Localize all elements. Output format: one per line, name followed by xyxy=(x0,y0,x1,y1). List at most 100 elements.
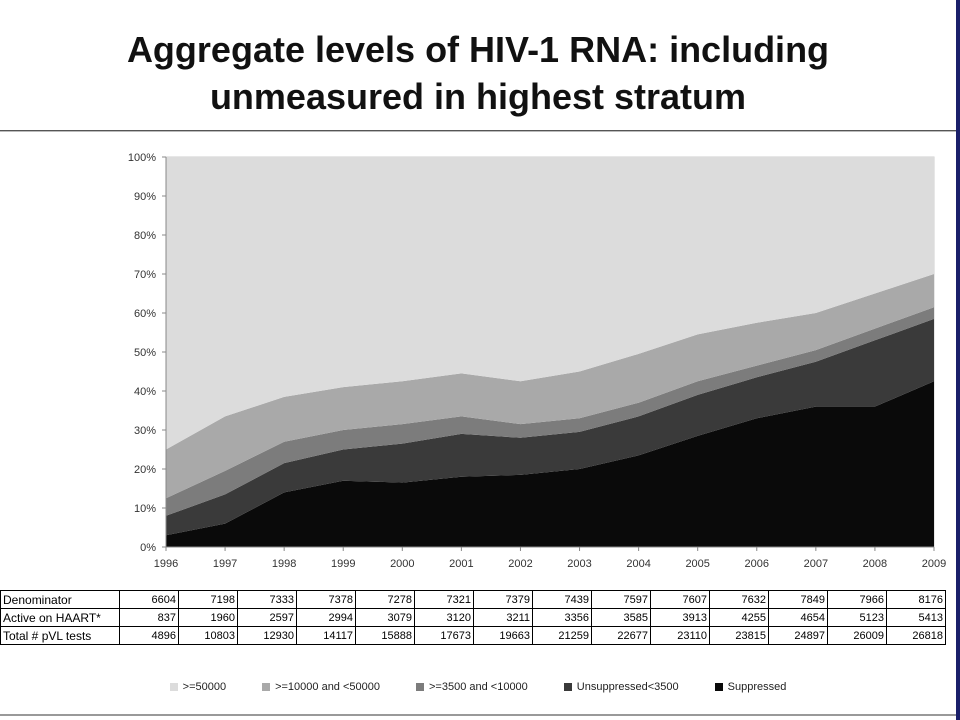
table-cell: 7439 xyxy=(532,590,592,609)
legend-label: Suppressed xyxy=(727,681,787,693)
table-cell: 26009 xyxy=(827,626,887,645)
table-cell: 15888 xyxy=(355,626,415,645)
table-cell: 5123 xyxy=(827,608,887,627)
table-cell: 1960 xyxy=(178,608,238,627)
table-cell: 22677 xyxy=(591,626,651,645)
table-cell: 7278 xyxy=(355,590,415,609)
legend-label: Unsuppressed<3500 xyxy=(576,681,679,693)
y-tick-label: 50% xyxy=(134,347,156,359)
x-tick-label: 2001 xyxy=(449,558,473,570)
table-row-label: Denominator xyxy=(0,590,120,609)
slide-title-line-2: unmeasured in highest stratum xyxy=(209,76,747,117)
table-cell: 4654 xyxy=(768,608,828,627)
table-cell: 7378 xyxy=(296,590,356,609)
legend-label: >=10000 and <50000 xyxy=(275,681,380,693)
y-tick-label: 90% xyxy=(134,191,156,203)
x-tick-label: 1997 xyxy=(213,558,237,570)
table-cell: 8176 xyxy=(886,590,946,609)
table-row: Active on HAART* 837 1960 2597 2994 3079 3120 3… xyxy=(0,608,946,627)
legend-swatch xyxy=(563,683,572,691)
x-tick-label: 1999 xyxy=(331,558,355,570)
y-tick-label: 30% xyxy=(134,425,156,437)
table-cell: 7597 xyxy=(591,590,651,609)
legend-swatch xyxy=(169,683,178,691)
table-row: Total # pVL tests 4896 10803 12930 14117 1588… xyxy=(0,626,946,645)
stacked-area-chart: 0%10%20%30%40%50%60%70%80%90%100% 1996 19… xyxy=(128,152,946,570)
table-cell: 19663 xyxy=(473,626,533,645)
x-tick-label: 2006 xyxy=(745,558,769,570)
legend-item: Unsuppressed<3500 xyxy=(563,681,679,693)
table-cell: 7966 xyxy=(827,590,887,609)
y-tick-label: 80% xyxy=(134,230,156,242)
x-tick-label: 1996 xyxy=(154,558,178,570)
table-cell: 7607 xyxy=(650,590,710,609)
table-cell: 4255 xyxy=(709,608,769,627)
area-series-1 xyxy=(166,318,934,536)
legend-label: >=50000 xyxy=(182,681,227,693)
chart-series-group xyxy=(166,157,934,547)
table-cell: 3079 xyxy=(355,608,415,627)
table-cell: 7321 xyxy=(414,590,474,609)
table-cell: 10803 xyxy=(178,626,238,645)
x-tick-label: 2000 xyxy=(390,558,414,570)
y-axis: 0% 10% 20% 30% 40% 50% 60% 70% 80% 90% 100% xyxy=(128,152,167,554)
legend-item: >=3500 and <10000 xyxy=(416,681,528,693)
x-tick-label: 2003 xyxy=(567,558,591,570)
y-tick-label: 10% xyxy=(134,503,156,515)
y-tick-label: 0% xyxy=(140,542,156,554)
legend-item: Suppressed xyxy=(714,681,787,693)
x-tick-label: 2005 xyxy=(685,558,709,570)
area-series-3 xyxy=(166,274,934,499)
legend-item: >=10000 and <50000 xyxy=(262,681,380,693)
slide-title-line-1: Aggregate levels of HIV-1 RNA: including xyxy=(126,29,830,70)
y-tick-label: 70% xyxy=(134,269,156,281)
table-cell: 7632 xyxy=(709,590,769,609)
x-tick-label: 2009 xyxy=(922,558,946,570)
table-cell: 7198 xyxy=(178,590,238,609)
area-series-4 xyxy=(166,157,934,450)
table-cell: 3211 xyxy=(473,608,533,627)
legend-swatch xyxy=(416,683,424,691)
slide-title: Aggregate levels of HIV-1 RNA: including… xyxy=(20,26,936,120)
legend-swatch xyxy=(714,683,723,691)
x-tick-label: 2008 xyxy=(863,558,887,570)
x-axis: 1996 1997 1998 1999 2000 2001 2002 2003 2004 2005… xyxy=(154,546,946,570)
chart-legend: >=50000 >=10000 and <50000 >=3500 and <100… xyxy=(0,676,956,698)
area-series-0 xyxy=(166,381,934,547)
data-table: Denominator 6604 7198 7333 7378 7278 7321 7379 7… xyxy=(0,590,946,645)
x-tick-label: 2002 xyxy=(508,558,532,570)
table-cell: 2597 xyxy=(237,608,297,627)
y-tick-label: 40% xyxy=(134,386,156,398)
title-divider xyxy=(0,130,956,131)
table-cell: 3356 xyxy=(532,608,592,627)
table-cell: 837 xyxy=(119,608,179,627)
table-cell: 6604 xyxy=(119,590,179,609)
legend-label: >=3500 and <10000 xyxy=(429,681,528,693)
y-tick-label: 60% xyxy=(134,308,156,320)
table-cell: 12930 xyxy=(237,626,297,645)
y-tick-label: 20% xyxy=(134,464,156,476)
table-cell: 7849 xyxy=(768,590,828,609)
legend-swatch xyxy=(262,683,271,691)
bottom-divider xyxy=(0,714,956,716)
y-tick-label: 100% xyxy=(128,152,156,164)
table-cell: 23815 xyxy=(709,626,769,645)
table-cell: 4896 xyxy=(119,626,179,645)
table-cell: 7379 xyxy=(473,590,533,609)
table-cell: 5413 xyxy=(886,608,946,627)
slide-edge-bar xyxy=(956,0,960,720)
table-cell: 26818 xyxy=(886,626,946,645)
table-row-label: Total # pVL tests xyxy=(0,626,120,645)
table-cell: 17673 xyxy=(414,626,474,645)
table-cell: 23110 xyxy=(650,626,710,645)
x-tick-label: 1998 xyxy=(272,558,296,570)
legend-item: >=50000 xyxy=(169,681,227,693)
table-cell: 3585 xyxy=(591,608,651,627)
table-row: Denominator 6604 7198 7333 7378 7278 7321 7379 7… xyxy=(0,590,946,609)
table-cell: 14117 xyxy=(296,626,356,645)
x-tick-label: 2007 xyxy=(804,558,828,570)
table-cell: 3120 xyxy=(414,608,474,627)
table-cell: 3913 xyxy=(650,608,710,627)
x-tick-label: 2004 xyxy=(626,558,650,570)
table-cell: 2994 xyxy=(296,608,356,627)
